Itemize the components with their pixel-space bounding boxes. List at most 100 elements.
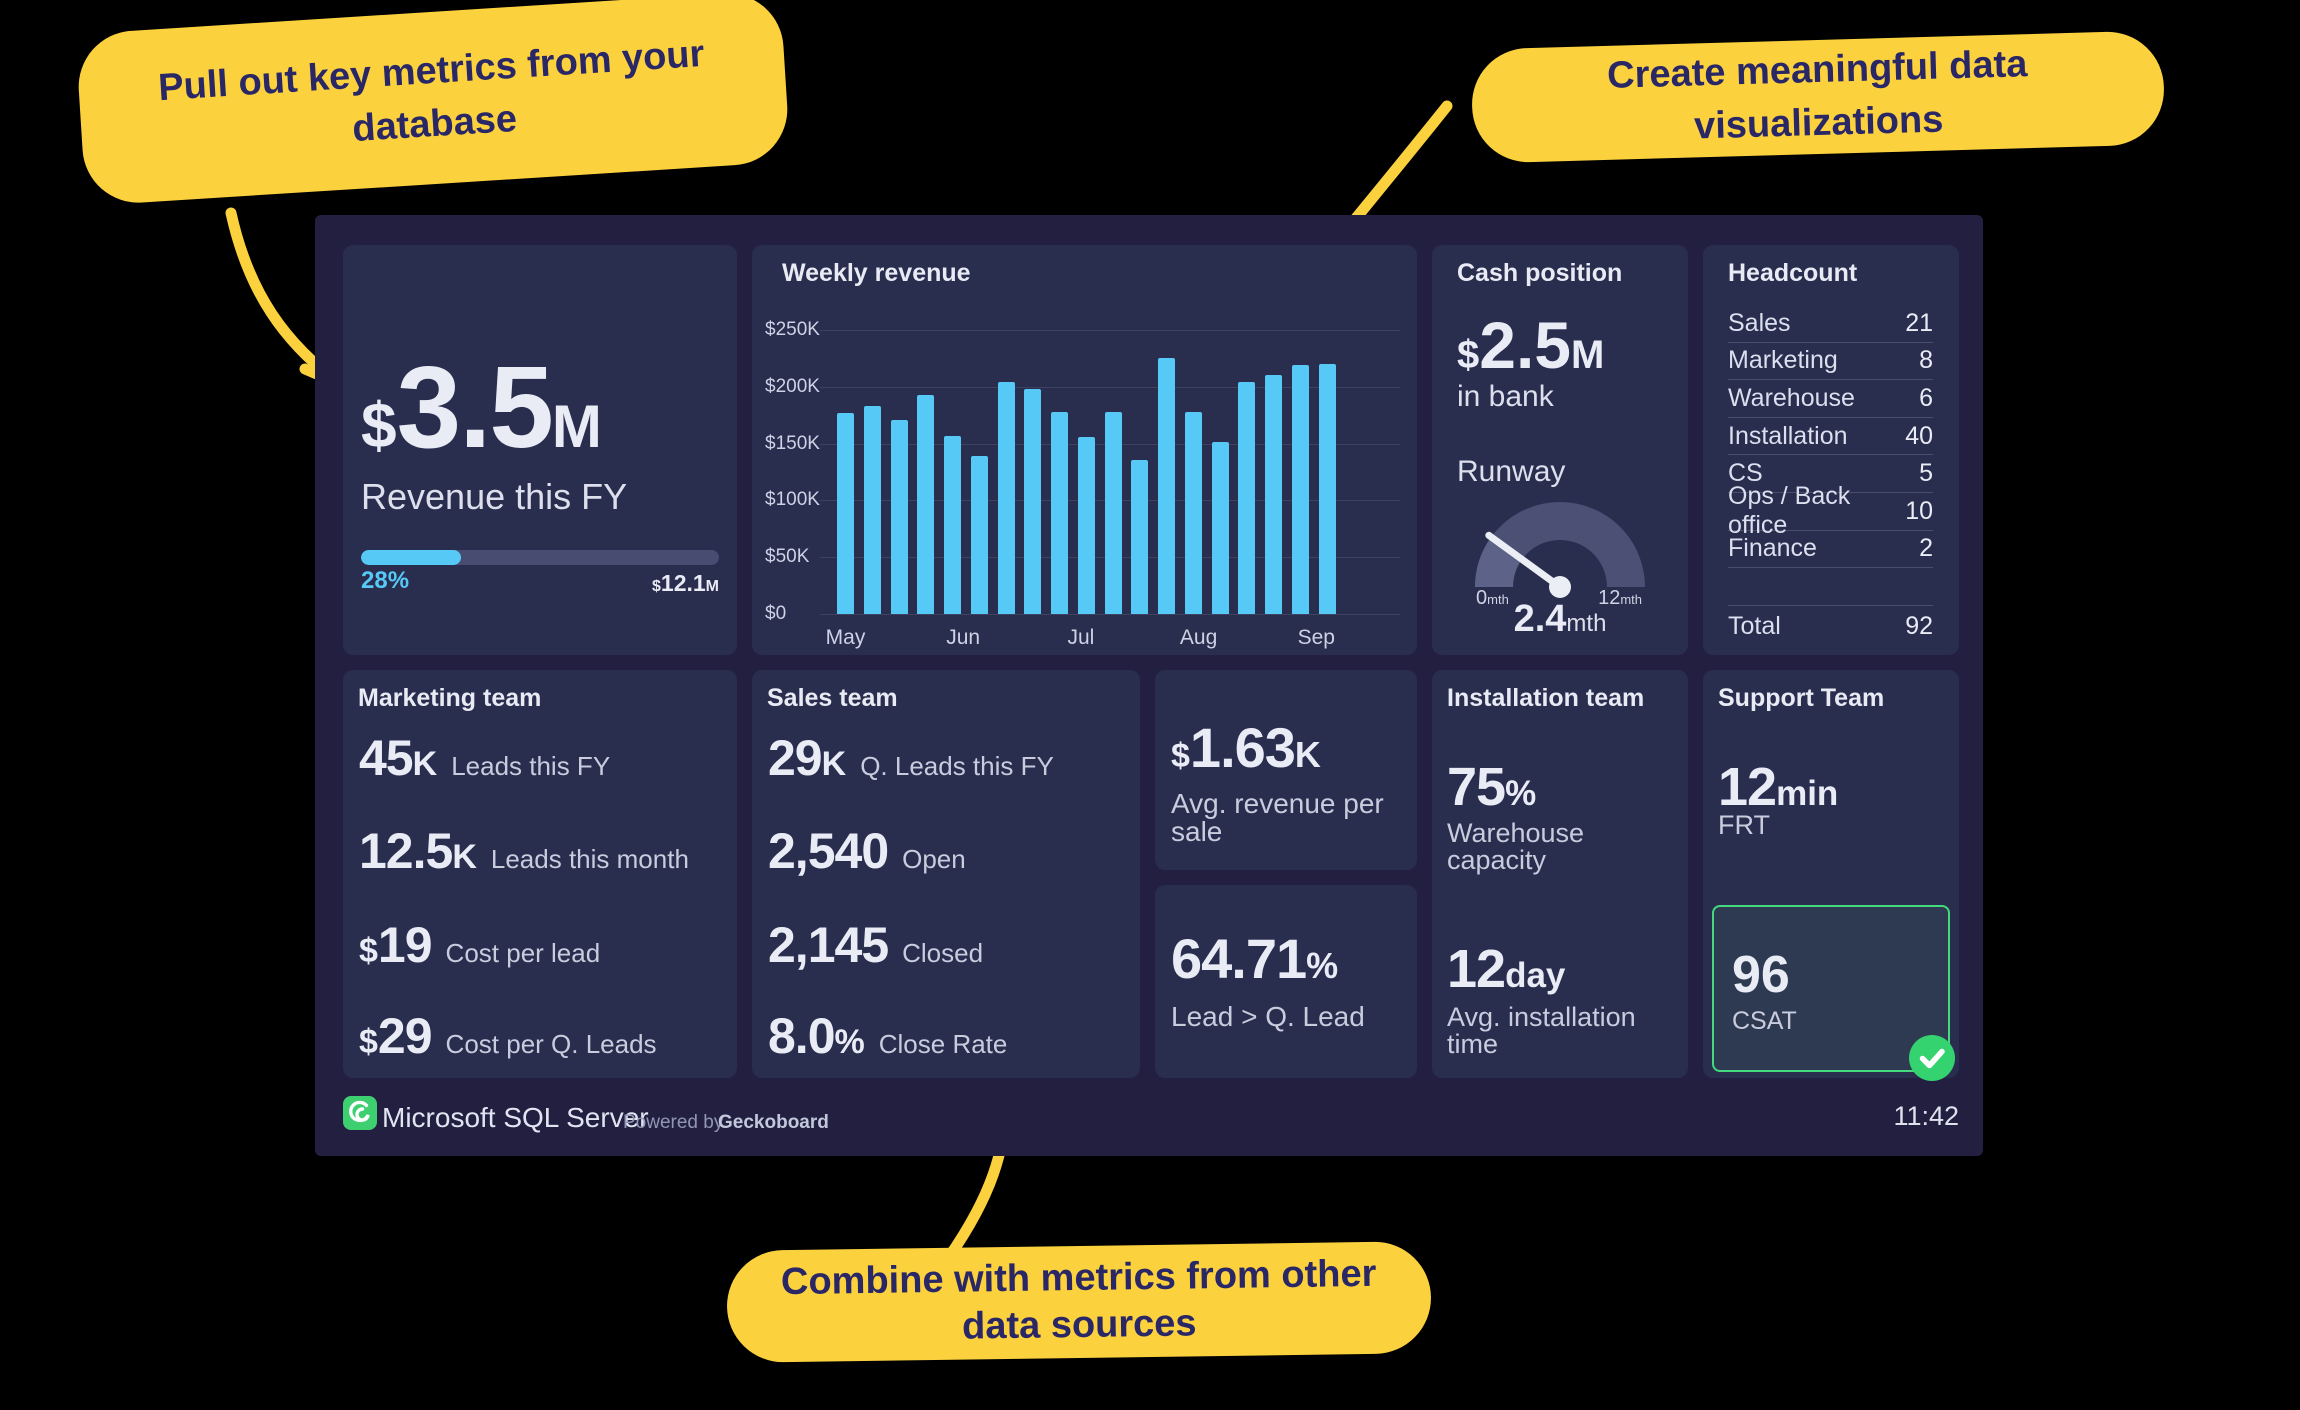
- installation-time-label: Avg. installation time: [1447, 1002, 1636, 1059]
- geckoboard-logo-icon: [343, 1096, 377, 1130]
- marketing-metric: 12.5 K Leads this month: [359, 822, 689, 880]
- gauge-max-label: 12mth: [1598, 587, 1642, 609]
- avg-revenue-value: $1.63 K: [1171, 716, 1321, 779]
- runway-label: Runway: [1457, 455, 1566, 488]
- marketing-metric: $19 Cost per lead: [359, 916, 600, 974]
- marketing-title: Marketing team: [358, 684, 542, 712]
- metric-label: Cost per Q. Leads: [445, 1029, 657, 1059]
- y-axis-tick-label: $0: [765, 603, 787, 624]
- cash-position-card: Cash position $2.5 M in bank Runway 0mth …: [1432, 245, 1688, 655]
- y-axis-tick-label: $100K: [765, 489, 820, 511]
- frt-label: FRT: [1718, 810, 1770, 840]
- headcount-row-label: Ops / Back office: [1728, 482, 1851, 540]
- sales-metric: 2,145 Closed: [768, 916, 983, 974]
- revenue-bar: [1158, 358, 1175, 614]
- marketing-metric: $29 Cost per Q. Leads: [359, 1007, 657, 1065]
- metric-label: Closed: [902, 938, 984, 968]
- headcount-row-label: Finance: [1728, 534, 1817, 563]
- headcount-title: Headcount: [1728, 259, 1858, 287]
- revenue-bar: [1051, 411, 1068, 614]
- headcount-total-value: 92: [1905, 612, 1933, 641]
- metric-label: Cost per lead: [445, 938, 601, 968]
- revenue-bar: [837, 412, 854, 614]
- revenue-bar: [1238, 382, 1256, 614]
- clock: 11:42: [1893, 1101, 1959, 1131]
- y-axis-tick-label: $250K: [765, 319, 820, 340]
- revenue-bar: [944, 435, 961, 614]
- headcount-row-value: 21: [1905, 308, 1933, 337]
- metric-label: Leads this FY: [451, 751, 611, 781]
- headcount-row-label: Sales: [1728, 308, 1791, 337]
- headcount-row-value: 6: [1919, 383, 1933, 412]
- metric-suffix: K: [821, 745, 847, 783]
- marketing-metric: 45 K Leads this FY: [359, 729, 610, 787]
- metric-suffix: K: [412, 745, 438, 783]
- conversion-label: Lead > Q. Lead: [1171, 1001, 1365, 1032]
- callout-pull-metrics: Pull out key metrics from your database: [75, 0, 791, 206]
- x-axis-tick-label: Jul: [1067, 626, 1095, 649]
- chart-gridline: [820, 614, 1400, 615]
- frt-value: 12 min: [1718, 757, 1839, 817]
- x-axis-tick-label: Jun: [946, 626, 981, 649]
- revenue-bar: [1104, 411, 1122, 614]
- csat-label: CSAT: [1732, 1007, 1797, 1035]
- y-axis-tick-label: $150K: [765, 432, 820, 454]
- revenue-label: Revenue this FY: [361, 476, 628, 517]
- headcount-row-value: 5: [1919, 459, 1933, 488]
- revenue-bar: [1318, 364, 1336, 614]
- headcount-row-value: 10: [1905, 496, 1933, 525]
- headcount-row: Warehouse 6: [1728, 380, 1933, 418]
- headcount-row-label: CS: [1728, 459, 1763, 488]
- metric-label: Open: [902, 844, 966, 874]
- metric-value: 8.0: [768, 1008, 836, 1064]
- headcount-row-value: 40: [1905, 421, 1933, 450]
- headcount-row-label: Installation: [1728, 421, 1848, 450]
- headcount-total-label: Total: [1728, 612, 1781, 641]
- revenue-bar: [1211, 442, 1229, 614]
- x-axis-tick-label: Aug: [1179, 626, 1218, 649]
- cash-sublabel: in bank: [1457, 380, 1554, 413]
- sales-team-card: Sales team 29 K Q. Leads this FY 2,540 Open 2…: [752, 670, 1140, 1078]
- avg-revenue-label: Avg. revenue per sale: [1171, 788, 1384, 847]
- geckoboard-dashboard: $3.5 M Revenue this FY 28% $12.1M Weekly …: [315, 215, 1983, 1156]
- sales-metric: 29 K Q. Leads this FY: [768, 729, 1054, 787]
- x-axis-tick-label: Sep: [1297, 626, 1335, 649]
- revenue-bar: [1131, 459, 1149, 614]
- headcount-total-row: Total 92: [1728, 606, 1933, 648]
- cash-title: Cash position: [1457, 259, 1623, 287]
- headcount-row: CS 5: [1728, 455, 1933, 493]
- avg-revenue-card: $1.63 K Avg. revenue per sale: [1155, 670, 1417, 870]
- y-axis-tick-label: $50K: [765, 546, 810, 568]
- revenue-card: $3.5 M Revenue this FY 28% $12.1M: [343, 245, 737, 655]
- metric-value: 2,540: [768, 823, 889, 879]
- revenue-value: $3.5 M: [361, 342, 602, 472]
- weekly-revenue-chart-card: Weekly revenue $250K $200K $150K $100K $50K $…: [752, 245, 1417, 655]
- csat-value: 96: [1732, 946, 1790, 1004]
- gauge-value: 2.4mth: [1513, 598, 1607, 640]
- callout-text: Combine with metrics from other data sou…: [780, 1252, 1377, 1348]
- headcount-row: Finance 2: [1728, 531, 1933, 569]
- headcount-row: Ops / Back office 10: [1728, 482, 1933, 539]
- metric-value: 19: [377, 917, 433, 973]
- marketing-team-card: Marketing team 45 K Leads this FY 12.5 K Lead…: [343, 670, 737, 1078]
- headcount-table: Sales 21 Marketing 8 Warehouse 6 Installation 4…: [1728, 305, 1933, 648]
- conversion-card: 64.71% Lead > Q. Lead: [1155, 885, 1417, 1078]
- csat-subcard: 96 CSAT: [1712, 905, 1950, 1072]
- metric-prefix: $: [359, 932, 378, 970]
- headcount-card: Headcount Sales 21 Marketing 8 Warehouse 6 Ins…: [1703, 245, 1959, 655]
- metric-prefix: $: [359, 1023, 378, 1061]
- metric-value: 45: [359, 730, 414, 786]
- callout-text: Create meaningful data visualizations: [1606, 42, 2028, 148]
- revenue-progress-percent: 28%: [361, 567, 410, 594]
- support-team-card: Support Team 12 min FRT 96 CSAT: [1703, 670, 1959, 1081]
- chart-gridline: [820, 330, 1400, 331]
- installation-time-value: 12 day: [1447, 939, 1566, 999]
- headcount-row: Sales 21: [1728, 305, 1933, 343]
- gauge-needle: [1485, 531, 1564, 591]
- revenue-bar: [863, 406, 881, 614]
- revenue-bar: [1024, 389, 1042, 614]
- callout-combine-sources: Combine with metrics from other data sou…: [726, 1241, 1432, 1363]
- warehouse-capacity-value: 75%: [1447, 757, 1537, 817]
- sales-metric: 2,540 Open: [768, 822, 966, 880]
- headcount-row-value: 8: [1919, 346, 1933, 375]
